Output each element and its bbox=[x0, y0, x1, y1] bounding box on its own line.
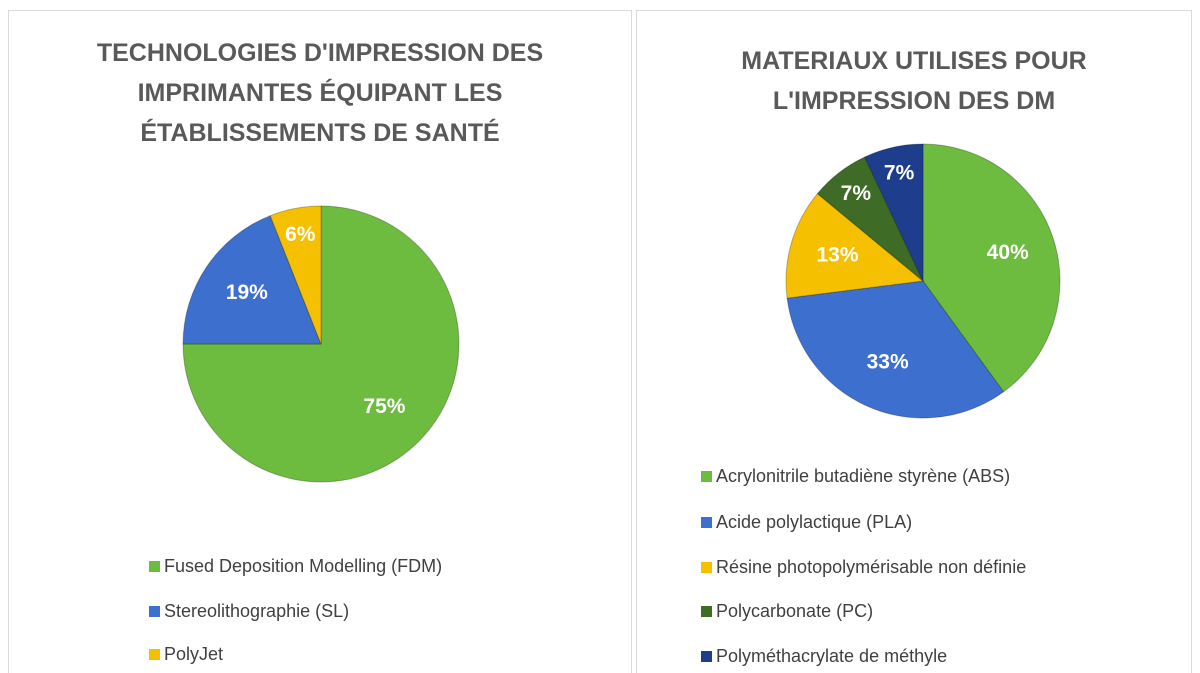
data-label: 7% bbox=[841, 182, 872, 205]
pie: 75% 19% 6% bbox=[182, 205, 460, 483]
legend-label: Polyméthacrylate de méthyle bbox=[716, 646, 948, 666]
legend-swatch bbox=[701, 606, 712, 617]
data-label: 40% bbox=[987, 241, 1029, 264]
legend-item: Fused Deposition Modelling (FDM) bbox=[149, 556, 442, 577]
legend-item: Acide polylactique (PLA) bbox=[701, 512, 912, 533]
legend-swatch bbox=[701, 651, 712, 662]
data-label: 33% bbox=[867, 350, 909, 373]
data-label: 6% bbox=[285, 223, 316, 246]
data-label: 75% bbox=[363, 395, 405, 418]
legend-item: Acrylonitrile butadiène styrène (ABS) bbox=[701, 466, 1010, 487]
chart-title: MATERIAUX UTILISES POUR L'IMPRESSION DES… bbox=[741, 47, 1087, 115]
legend-swatch bbox=[149, 561, 160, 572]
chart-title: TECHNOLOGIES D'IMPRESSION DES IMPRIMANTE… bbox=[96, 39, 544, 147]
legend-swatch bbox=[701, 562, 712, 573]
legend-label: PolyJet bbox=[164, 644, 224, 664]
legend-label: Polycarbonate (PC) bbox=[716, 601, 874, 621]
pie-slice bbox=[182, 205, 460, 483]
pie-slice bbox=[816, 156, 924, 282]
pie-slice bbox=[182, 215, 322, 345]
data-label: 13% bbox=[816, 244, 858, 267]
legend-label: Résine photopolymérisable non définie bbox=[716, 557, 1027, 577]
legend-item: Polyméthacrylate de méthyle bbox=[701, 646, 947, 667]
legend-label: Fused Deposition Modelling (FDM) bbox=[164, 556, 443, 576]
pie-slice bbox=[785, 192, 925, 299]
data-label: 7% bbox=[884, 162, 915, 185]
legend-label: Acide polylactique (PLA) bbox=[716, 512, 913, 532]
legend-swatch bbox=[701, 517, 712, 528]
legend-swatch bbox=[701, 471, 712, 482]
pie-slice bbox=[922, 143, 1061, 393]
legend-item: Stereolithographie (SL) bbox=[149, 601, 349, 622]
legend-label: Acrylonitrile butadiène styrène (ABS) bbox=[716, 466, 1011, 486]
legend-item: Polycarbonate (PC) bbox=[701, 601, 873, 622]
legend-item: Résine photopolymérisable non définie bbox=[701, 557, 1026, 578]
data-label: 19% bbox=[226, 281, 268, 304]
pie-slice bbox=[864, 143, 924, 282]
chart-panel: MATERIAUX UTILISES POUR L'IMPRESSION DES… bbox=[636, 10, 1192, 673]
legend-swatch bbox=[149, 649, 160, 660]
pie-slice bbox=[269, 205, 322, 345]
legend-label: Stereolithographie (SL) bbox=[164, 601, 350, 621]
chart-panel: TECHNOLOGIES D'IMPRESSION DES IMPRIMANTE… bbox=[8, 10, 632, 673]
pie: 40% 33% 13% 7% 7% bbox=[785, 143, 1061, 419]
legend-item: PolyJet bbox=[149, 644, 223, 665]
legend-swatch bbox=[149, 606, 160, 617]
pie-slice bbox=[786, 280, 1005, 419]
